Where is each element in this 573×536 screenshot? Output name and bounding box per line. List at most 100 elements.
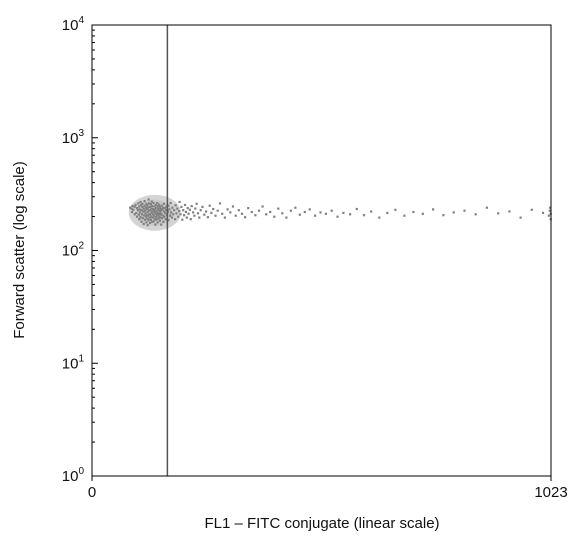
data-point [153, 218, 156, 221]
data-point [362, 214, 366, 217]
data-point [161, 217, 164, 220]
plot-border [91, 24, 552, 477]
data-point [152, 214, 156, 217]
data-point [163, 207, 166, 210]
data-point [169, 202, 172, 205]
y-axis-title: Forward scatter (log scale) [11, 161, 28, 339]
data-point [497, 212, 500, 215]
data-point [135, 212, 138, 215]
data-point [151, 210, 154, 213]
data-point [234, 214, 237, 217]
data-point [244, 216, 247, 219]
data-point [135, 207, 139, 210]
data-point [214, 214, 217, 217]
data-point [188, 208, 191, 211]
data-point [162, 210, 165, 213]
data-point [142, 207, 145, 210]
data-point [139, 216, 142, 219]
data-point [164, 212, 167, 215]
data-point [145, 208, 148, 211]
data-point [152, 220, 155, 223]
y-tick-label: 100 [62, 466, 85, 485]
data-point [149, 209, 152, 212]
data-point [160, 212, 163, 215]
data-point [212, 207, 215, 211]
data-point [303, 210, 306, 214]
data-point [237, 209, 240, 212]
data-point [151, 216, 154, 219]
data-point [273, 215, 276, 218]
data-point [137, 213, 140, 216]
data-point [519, 216, 522, 219]
data-point [180, 205, 183, 208]
data-point [129, 206, 132, 209]
data-point [187, 212, 190, 215]
data-point [174, 218, 177, 221]
data-point [171, 206, 174, 209]
data-point [136, 209, 139, 212]
data-point [192, 211, 195, 214]
data-point [161, 208, 164, 211]
data-point [349, 213, 352, 216]
data-point [142, 222, 145, 226]
data-point [137, 202, 140, 205]
plot-frame [91, 24, 552, 477]
data-point [508, 210, 511, 213]
data-point [160, 223, 163, 226]
data-point [176, 207, 179, 210]
data-point [201, 205, 204, 208]
data-point [294, 206, 297, 209]
data-point [155, 218, 158, 221]
data-point [186, 207, 189, 210]
data-point [159, 207, 162, 210]
data-point [144, 215, 147, 218]
data-point [149, 213, 152, 216]
data-point [151, 220, 154, 223]
data-point [146, 224, 149, 227]
data-point [150, 211, 153, 214]
data-point [421, 212, 424, 215]
data-point [178, 200, 181, 204]
data-point [164, 218, 167, 221]
data-point [173, 209, 176, 212]
data-point [159, 216, 162, 219]
data-point [474, 213, 477, 216]
data-point [148, 221, 152, 224]
data-point [147, 198, 150, 201]
data-point [141, 202, 144, 205]
data-point [150, 215, 153, 218]
data-point [152, 213, 155, 216]
data-point [247, 207, 250, 210]
data-point [163, 215, 166, 218]
data-point [193, 214, 196, 217]
data-point [221, 212, 224, 215]
data-point [133, 213, 136, 216]
data-point [208, 204, 211, 207]
data-point [179, 213, 182, 216]
data-point [177, 215, 180, 218]
data-point [151, 205, 154, 208]
data-point [154, 223, 157, 226]
data-point [330, 209, 333, 212]
data-point [257, 209, 261, 212]
x-axis-ticks: 0 1023 [88, 476, 568, 501]
data-point [162, 220, 165, 223]
data-point [223, 216, 226, 219]
data-point [452, 211, 455, 214]
data-point [547, 214, 550, 217]
data-point [240, 212, 244, 215]
data-point [158, 219, 161, 222]
data-point [139, 211, 142, 214]
data-point [165, 209, 168, 212]
data-point [157, 213, 161, 216]
data-point [146, 204, 149, 207]
data-point [139, 204, 143, 207]
data-point [154, 215, 157, 218]
data-point [463, 209, 466, 212]
data-point [261, 205, 264, 208]
data-point [216, 209, 219, 212]
data-point [298, 213, 301, 216]
data-point [250, 210, 253, 214]
data-point [182, 209, 185, 212]
y-tick-label: 102 [62, 241, 85, 260]
